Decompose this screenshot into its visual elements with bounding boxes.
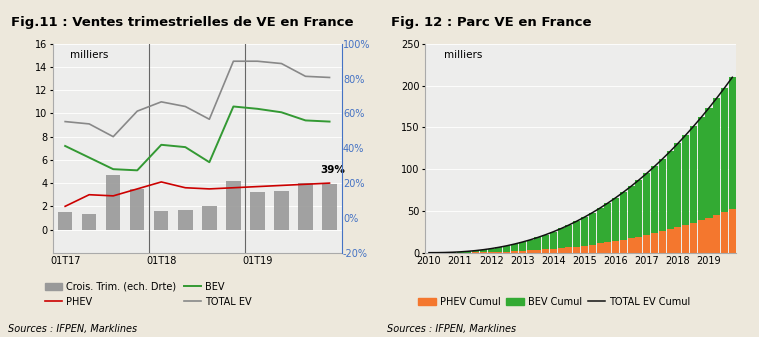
- Bar: [298, 183, 313, 229]
- Bar: [675, 144, 682, 227]
- Bar: [106, 175, 121, 229]
- Bar: [613, 198, 619, 241]
- Bar: [573, 221, 580, 246]
- Legend: Crois. Trim. (ech. Drte), PHEV, BEV, TOTAL EV: Crois. Trim. (ech. Drte), PHEV, BEV, TOT…: [41, 278, 256, 311]
- Bar: [488, 252, 495, 253]
- Bar: [644, 235, 650, 253]
- Bar: [202, 206, 216, 229]
- Bar: [721, 212, 728, 253]
- Bar: [178, 210, 193, 229]
- Bar: [511, 244, 518, 251]
- Bar: [534, 250, 541, 253]
- Bar: [682, 225, 689, 253]
- Bar: [589, 213, 596, 245]
- Bar: [729, 209, 735, 253]
- Bar: [565, 225, 572, 247]
- Bar: [628, 186, 635, 238]
- Bar: [503, 252, 510, 253]
- Text: milliers: milliers: [71, 50, 109, 60]
- Bar: [130, 189, 144, 229]
- Bar: [635, 237, 642, 253]
- Bar: [729, 77, 735, 209]
- Bar: [666, 151, 673, 229]
- Text: Sources : IFPEN, Marklines: Sources : IFPEN, Marklines: [8, 324, 137, 334]
- Bar: [550, 249, 557, 253]
- Bar: [250, 192, 265, 229]
- Bar: [713, 215, 720, 253]
- Bar: [274, 191, 288, 229]
- Bar: [675, 227, 682, 253]
- Bar: [527, 250, 534, 253]
- Bar: [558, 228, 565, 248]
- Bar: [651, 166, 658, 233]
- Bar: [589, 245, 596, 253]
- Bar: [698, 117, 704, 220]
- Bar: [713, 98, 720, 215]
- Bar: [721, 88, 728, 212]
- Bar: [651, 233, 658, 253]
- Bar: [682, 135, 689, 225]
- Bar: [449, 252, 455, 253]
- Bar: [581, 217, 588, 246]
- Text: Fig.11 : Ventes trimestrielles de VE en France: Fig.11 : Ventes trimestrielles de VE en …: [11, 16, 354, 29]
- Bar: [620, 192, 627, 240]
- Bar: [659, 231, 666, 253]
- Bar: [58, 212, 72, 229]
- Bar: [597, 243, 603, 253]
- Bar: [457, 252, 464, 253]
- Bar: [480, 252, 487, 253]
- Bar: [519, 242, 526, 251]
- Bar: [154, 211, 168, 229]
- Text: Sources : IFPEN, Marklines: Sources : IFPEN, Marklines: [387, 324, 516, 334]
- Bar: [690, 223, 697, 253]
- Bar: [597, 208, 603, 243]
- Bar: [706, 108, 713, 218]
- Bar: [613, 241, 619, 253]
- Bar: [488, 249, 495, 252]
- Bar: [628, 238, 635, 253]
- Bar: [558, 248, 565, 253]
- Bar: [503, 246, 510, 252]
- Bar: [581, 246, 588, 253]
- Bar: [82, 214, 96, 229]
- Bar: [534, 237, 541, 250]
- Bar: [527, 240, 534, 250]
- Bar: [604, 242, 611, 253]
- Bar: [511, 251, 518, 253]
- Bar: [226, 181, 241, 229]
- Bar: [542, 235, 549, 249]
- Bar: [550, 232, 557, 249]
- Bar: [573, 246, 580, 253]
- Bar: [659, 159, 666, 231]
- Bar: [565, 247, 572, 253]
- Legend: PHEV Cumul, BEV Cumul, TOTAL EV Cumul: PHEV Cumul, BEV Cumul, TOTAL EV Cumul: [414, 293, 694, 311]
- Text: 39%: 39%: [320, 165, 345, 175]
- Bar: [635, 180, 642, 237]
- Bar: [542, 249, 549, 253]
- Bar: [706, 218, 713, 253]
- Bar: [480, 250, 487, 252]
- Bar: [465, 251, 471, 252]
- Bar: [323, 184, 337, 229]
- Bar: [472, 251, 479, 252]
- Bar: [698, 220, 704, 253]
- Bar: [496, 247, 502, 252]
- Bar: [666, 229, 673, 253]
- Bar: [496, 252, 502, 253]
- Bar: [644, 173, 650, 235]
- Bar: [620, 240, 627, 253]
- Bar: [690, 126, 697, 223]
- Text: milliers: milliers: [444, 50, 482, 60]
- Text: Fig. 12 : Parc VE en France: Fig. 12 : Parc VE en France: [391, 16, 591, 29]
- Bar: [604, 203, 611, 242]
- Bar: [519, 251, 526, 253]
